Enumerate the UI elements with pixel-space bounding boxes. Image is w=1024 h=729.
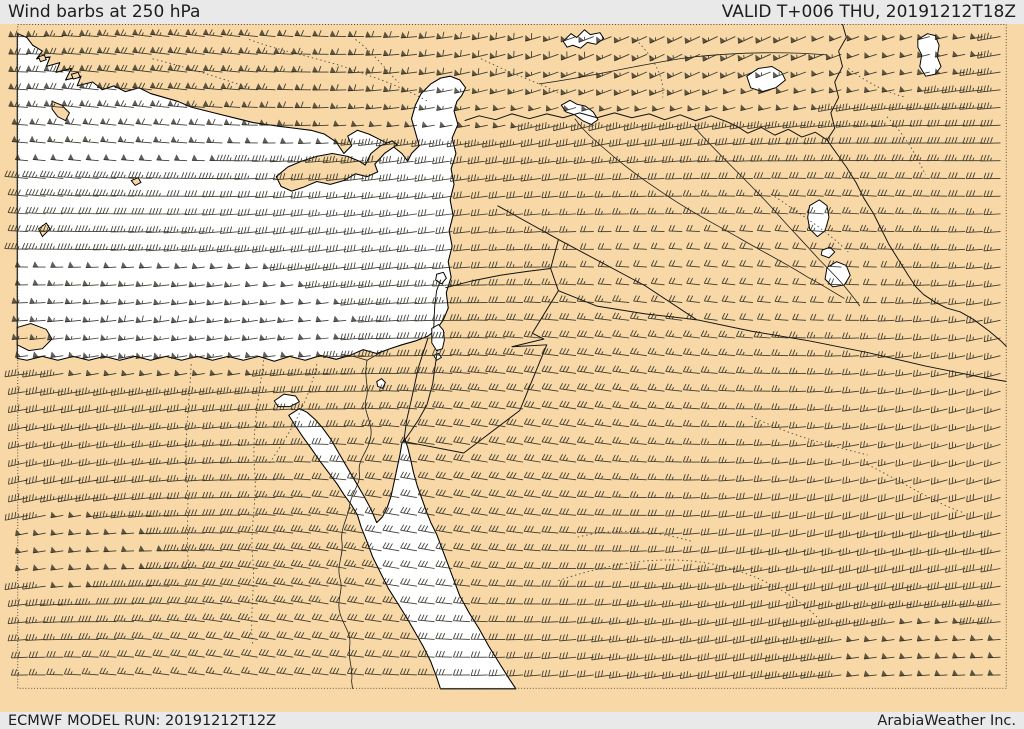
page-title: Wind barbs at 250 hPa xyxy=(8,2,201,22)
valid-time-label: VALID T+006 THU, 20191212T18Z xyxy=(721,2,1016,22)
border-syria-jordan xyxy=(445,239,559,289)
border-iran-iraq xyxy=(826,139,1008,348)
border-israel-egypt xyxy=(403,337,429,442)
aegean-islands xyxy=(16,54,142,352)
footer-bar: ECMWF MODEL RUN: 20191212T12Z ArabiaWeat… xyxy=(0,712,1024,729)
wind-map-svg xyxy=(4,24,1008,690)
lake-qarun xyxy=(273,393,300,408)
border-jordan-saudi xyxy=(403,268,559,454)
border-iraq-saudi xyxy=(558,290,1007,383)
border-turkey-syria-iraq xyxy=(464,112,828,141)
border-syria-iraq xyxy=(497,205,697,321)
lake-keban-reservoir xyxy=(562,29,605,49)
nile-river xyxy=(338,360,372,689)
header-bar: Wind barbs at 250 hPa VALID T+006 THU, 2… xyxy=(0,0,1024,24)
sea-of-galilee xyxy=(435,271,447,285)
bitter-lake xyxy=(376,378,386,389)
border-turkey-iran xyxy=(826,24,847,141)
credit-label: ArabiaWeather Inc. xyxy=(877,712,1016,729)
wind-barbs-layer xyxy=(4,28,1001,680)
lake-urmia xyxy=(917,33,942,77)
map-canvas xyxy=(0,24,1024,712)
model-run-label: ECMWF MODEL RUN: 20191212T12Z xyxy=(8,712,277,729)
tigris-river xyxy=(693,126,861,307)
country-borders xyxy=(403,24,1008,454)
